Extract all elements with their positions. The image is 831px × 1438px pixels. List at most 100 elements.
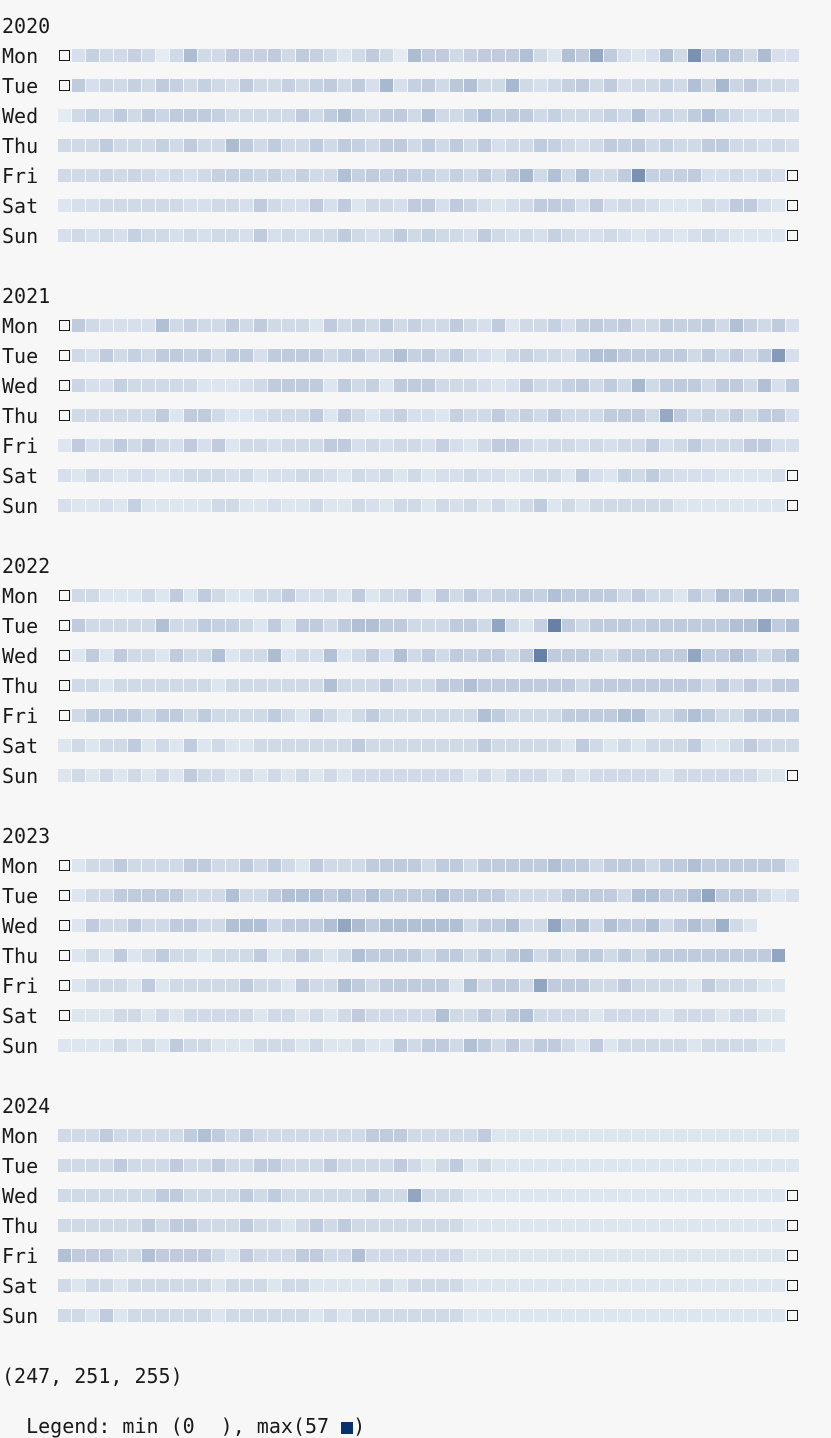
heatmap-cell — [226, 199, 239, 212]
heatmap-cell — [548, 169, 561, 182]
heatmap-cell — [772, 499, 785, 512]
heatmap-cell — [688, 139, 701, 152]
heatmap-cell — [772, 469, 785, 482]
heatmap-cell — [380, 1249, 393, 1262]
heatmap-cell — [296, 1009, 309, 1022]
heatmap-cell — [548, 709, 561, 722]
heatmap-cell — [674, 649, 687, 662]
heatmap-cell — [408, 229, 421, 242]
heatmap-cell — [184, 199, 197, 212]
heatmap-cell — [450, 79, 463, 92]
heatmap-cell — [240, 739, 253, 752]
heatmap-cell — [450, 109, 463, 122]
heatmap-cell — [478, 439, 491, 452]
heatmap-cell — [478, 1189, 491, 1202]
heatmap-cell — [212, 1129, 225, 1142]
heatmap-cell — [772, 439, 785, 452]
heatmap-cell — [282, 1219, 295, 1232]
heatmap-cell — [562, 649, 575, 662]
heatmap-cell — [646, 679, 659, 692]
heatmap-cell — [772, 709, 785, 722]
heatmap-cell — [688, 919, 701, 932]
heatmap-cell — [352, 319, 365, 332]
heatmap-cell — [254, 1189, 267, 1202]
heatmap-cell — [436, 739, 449, 752]
heatmap-cell — [506, 439, 519, 452]
heatmap-cell — [198, 1279, 211, 1292]
heatmap-cell — [170, 649, 183, 662]
heatmap-cell — [380, 679, 393, 692]
heatmap-cell — [324, 619, 337, 632]
heatmap-cell — [492, 919, 505, 932]
heatmap-cell — [772, 1309, 785, 1322]
heatmap-cell — [422, 379, 435, 392]
heatmap-cell — [142, 1129, 155, 1142]
heatmap-cell — [464, 739, 477, 752]
heatmap-cell — [450, 469, 463, 482]
heatmap-cell — [758, 1219, 771, 1232]
heatmap-cell — [114, 979, 127, 992]
heatmap-cell — [114, 109, 127, 122]
heatmap-cell — [534, 229, 547, 242]
heatmap-cell — [632, 1279, 645, 1292]
heatmap-cell — [128, 1279, 141, 1292]
heatmap-cell — [436, 889, 449, 902]
heatmap-cell — [464, 1129, 477, 1142]
heatmap-cell — [72, 139, 85, 152]
heatmap-cell — [702, 859, 715, 872]
heatmap-cell — [730, 1039, 743, 1052]
heatmap-cell — [758, 319, 771, 332]
heatmap-cell — [184, 79, 197, 92]
heatmap-cell — [674, 769, 687, 782]
heatmap-cell — [268, 1009, 281, 1022]
heatmap-cell — [86, 919, 99, 932]
heatmap-cell — [590, 199, 603, 212]
heatmap-cell — [380, 1189, 393, 1202]
heatmap-cell — [674, 1129, 687, 1142]
heatmap-cell — [254, 1279, 267, 1292]
heatmap-cell — [408, 1159, 421, 1172]
heatmap-cell — [380, 1219, 393, 1232]
heatmap-cell — [436, 139, 449, 152]
heatmap-cell — [744, 859, 757, 872]
heatmap-cell — [128, 499, 141, 512]
heatmap-cell — [72, 1039, 85, 1052]
heatmap-cell — [562, 1279, 575, 1292]
heatmap-cell — [352, 229, 365, 242]
heatmap-cell — [436, 649, 449, 662]
heatmap-cell — [674, 739, 687, 752]
heatmap-cell — [450, 679, 463, 692]
heatmap-cell — [366, 679, 379, 692]
heatmap-cell — [338, 499, 351, 512]
heatmap-cell — [156, 949, 169, 962]
heatmap-cell — [702, 1309, 715, 1322]
heatmap-cell — [324, 439, 337, 452]
heatmap-cell — [590, 1039, 603, 1052]
heatmap-cell — [128, 469, 141, 482]
heatmap-cell — [632, 919, 645, 932]
heatmap-cell — [492, 409, 505, 422]
heatmap-cell — [632, 169, 645, 182]
heatmap-cell — [604, 439, 617, 452]
heatmap-cell — [478, 679, 491, 692]
heatmap-cell — [576, 1129, 589, 1142]
heatmap-cell — [114, 469, 127, 482]
heatmap-cell — [492, 1219, 505, 1232]
heatmap-cell — [520, 589, 533, 602]
heatmap-cell — [450, 409, 463, 422]
heatmap-cell — [618, 79, 631, 92]
heatmap-cell — [688, 109, 701, 122]
heatmap-cell — [562, 1219, 575, 1232]
heatmap-cell — [758, 1159, 771, 1172]
heatmap-cell — [590, 409, 603, 422]
heatmap-cell — [674, 409, 687, 422]
heatmap-cell — [618, 499, 631, 512]
heatmap-cell — [478, 499, 491, 512]
heatmap-cell — [128, 1219, 141, 1232]
heatmap-cell — [772, 229, 785, 242]
heatmap-cell — [674, 349, 687, 362]
heatmap-cell — [464, 1219, 477, 1232]
heatmap-cell — [86, 1309, 99, 1322]
heatmap-cell — [520, 199, 533, 212]
heatmap-cell — [548, 1039, 561, 1052]
